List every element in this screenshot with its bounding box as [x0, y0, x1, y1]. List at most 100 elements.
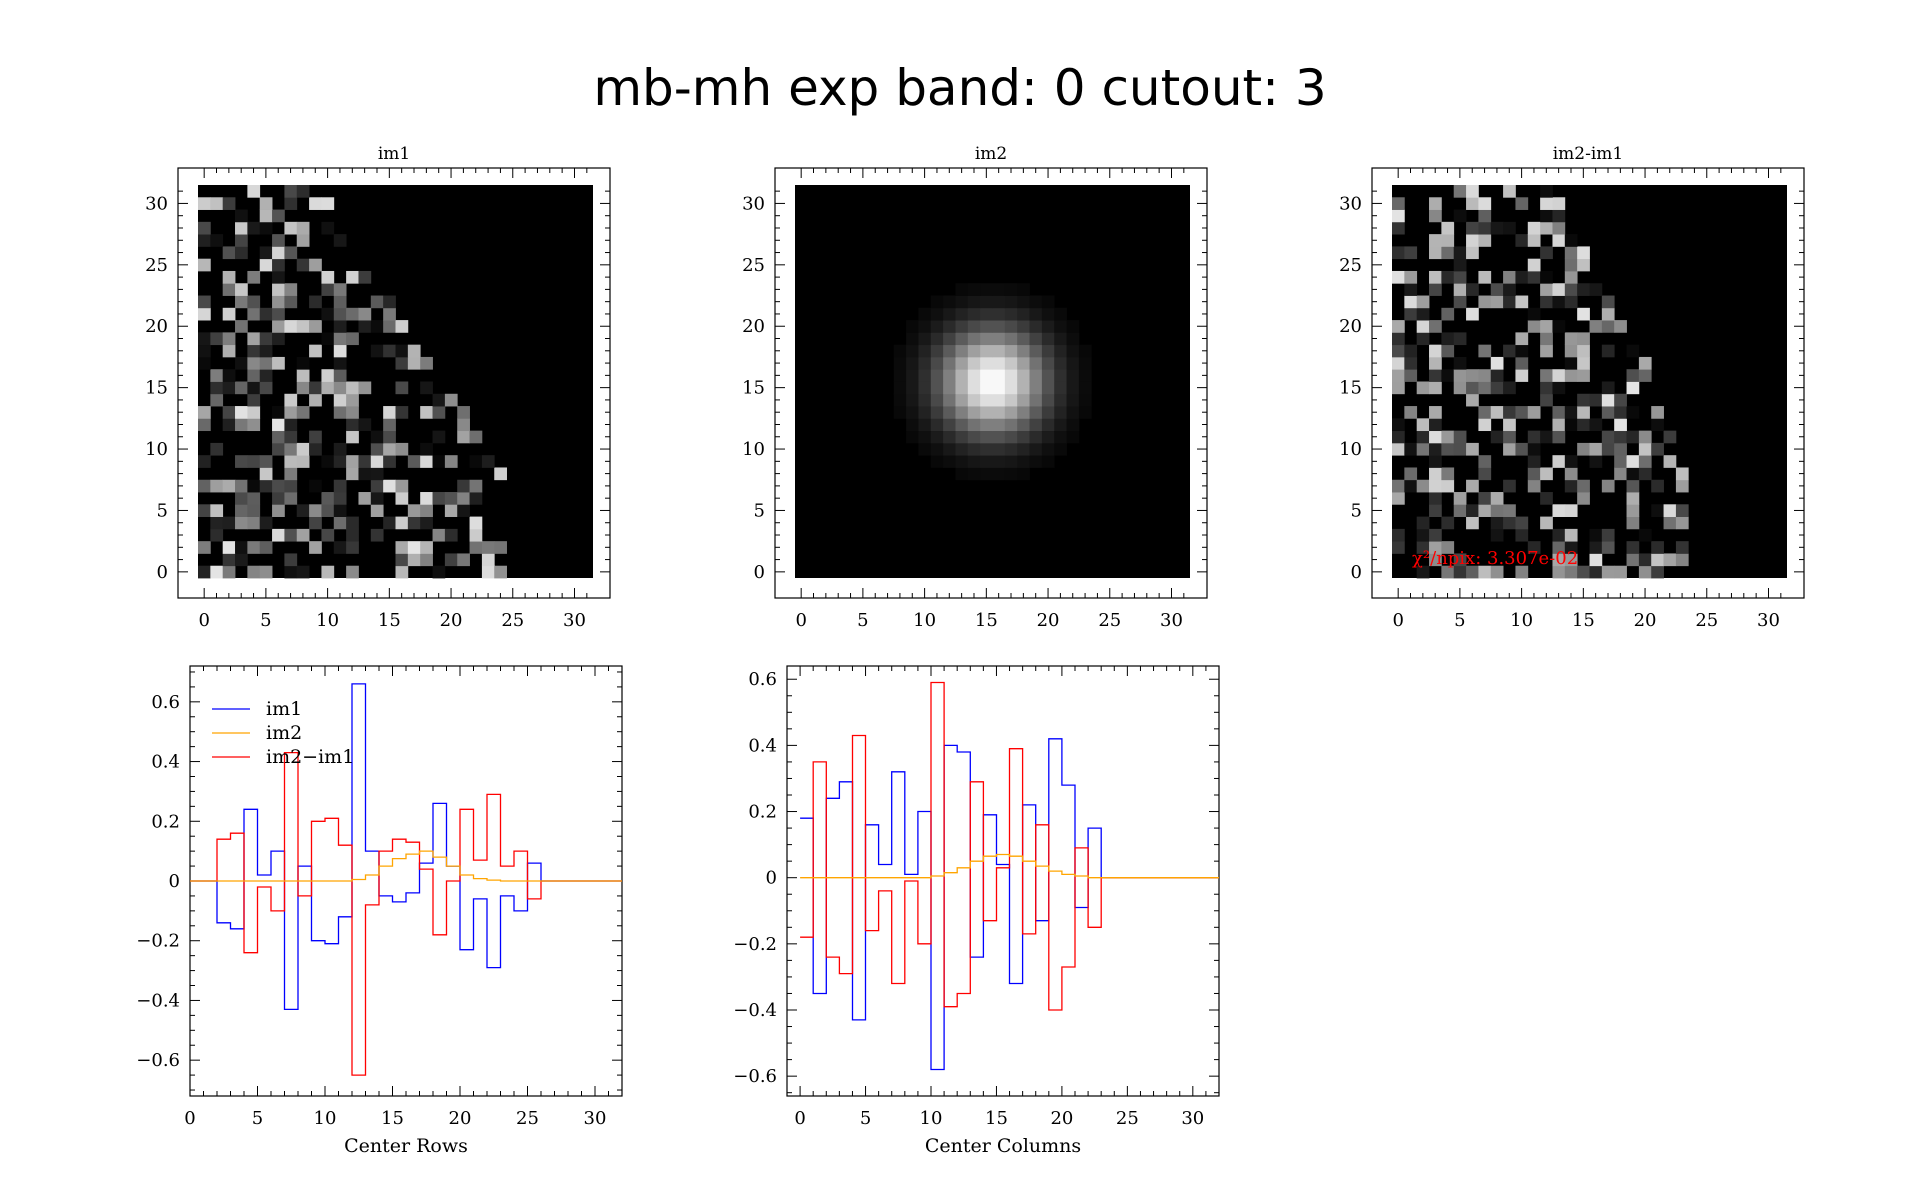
image-pixel	[1626, 406, 1640, 419]
x-tick-label: 0	[198, 610, 209, 631]
image-pixel	[906, 332, 919, 346]
image-pixel	[1429, 479, 1442, 493]
image-pixel	[469, 430, 483, 444]
image-pixel	[272, 270, 285, 284]
image-pixel	[992, 295, 1006, 309]
image-pixel	[395, 442, 409, 456]
image-pixel	[992, 320, 1006, 333]
image-pixel	[1503, 406, 1516, 419]
image-pixel	[259, 307, 273, 321]
image-pixel	[1675, 553, 1689, 567]
image-pixel	[1017, 295, 1030, 309]
image-pixel	[370, 430, 384, 444]
x-tick-label: 30	[563, 610, 586, 631]
image-pixel	[1466, 381, 1479, 395]
image-pixel	[1626, 455, 1640, 468]
image-pixel	[1441, 221, 1455, 235]
image-pixel	[1029, 356, 1043, 370]
image-pixel	[1429, 467, 1442, 481]
image-pixel	[420, 504, 433, 517]
image-pixel	[481, 541, 495, 554]
image-pixel	[198, 234, 211, 247]
image-pixel	[1490, 516, 1504, 530]
image-pixel	[1651, 504, 1664, 517]
image-pixel	[284, 430, 298, 444]
image-pixel	[1651, 553, 1664, 567]
image-pixel	[1054, 307, 1067, 321]
image-pixel	[1041, 307, 1055, 321]
y-tick-label: 15	[145, 378, 168, 399]
image-pixel	[1453, 504, 1467, 517]
image-pixel	[1404, 356, 1418, 370]
y-tick-label: 5	[754, 500, 765, 521]
image-pixel	[1515, 406, 1529, 419]
image-pixel	[1066, 393, 1080, 407]
x-tick-label: 25	[501, 610, 524, 631]
x-tick-label: 20	[1634, 610, 1657, 631]
image-pixel	[980, 430, 993, 444]
image-pixel	[247, 565, 261, 579]
image-pixel	[1029, 332, 1043, 346]
image-pixel	[420, 516, 433, 530]
image-pixel	[1441, 369, 1455, 382]
image-pixel	[1004, 455, 1018, 468]
image-pixel	[1017, 467, 1030, 481]
image-pixel	[1392, 356, 1405, 370]
image-pixel	[1392, 528, 1405, 542]
image-pixel	[918, 356, 932, 370]
y-tick-label: 0	[157, 562, 168, 583]
image-pixel	[247, 455, 261, 468]
image-pixel	[1017, 369, 1030, 382]
image-pixel	[309, 295, 322, 309]
image-pixel	[358, 467, 372, 481]
image-pixel	[296, 320, 310, 333]
image-pixel	[992, 393, 1006, 407]
image-pixel	[1466, 246, 1479, 260]
image-pixel	[1453, 295, 1467, 309]
image-pixel	[272, 406, 285, 419]
image-pixel	[1651, 565, 1664, 579]
image-pixel	[1416, 479, 1430, 493]
image-pixel	[469, 516, 483, 530]
image-pixel	[1589, 541, 1603, 554]
image-pixel	[259, 332, 273, 346]
image-pixel	[943, 307, 956, 321]
panel-frame	[1371, 167, 1805, 599]
image-pixel	[980, 418, 993, 432]
image-pixel	[980, 442, 993, 456]
image-pixel	[333, 406, 347, 419]
image-pixel	[1029, 418, 1043, 432]
image-pixel	[1404, 270, 1418, 284]
x-tick-label: 15	[381, 1108, 404, 1129]
image-pixel	[1404, 467, 1418, 481]
image-pixel	[1564, 369, 1578, 382]
image-pixel	[309, 258, 322, 272]
image-pixel	[918, 332, 932, 346]
image-pixel	[1478, 295, 1492, 309]
x-tick-label: 30	[1160, 610, 1183, 631]
image-pixel	[1552, 221, 1566, 235]
image-pixel	[1429, 344, 1442, 358]
image-pixel	[444, 393, 458, 407]
image-pixel	[210, 332, 224, 346]
image-pixel	[1540, 270, 1553, 284]
image-pixel	[1441, 307, 1455, 321]
image-pixel	[1564, 356, 1578, 370]
image-pixel	[1490, 356, 1504, 370]
image-pixel	[210, 516, 224, 530]
image-pixel	[210, 234, 224, 247]
image-pixel	[198, 332, 211, 346]
image-pixel	[967, 369, 981, 382]
y-tick-label: −0.6	[733, 1066, 777, 1087]
image-pixel	[309, 442, 322, 456]
image-pixel	[1453, 565, 1467, 579]
image-pixel	[296, 504, 310, 517]
image-pixel	[1552, 541, 1566, 554]
image-pixel	[1017, 442, 1030, 456]
image-pixel	[1029, 320, 1043, 333]
image-pixel	[1601, 406, 1615, 419]
image-pixel	[1066, 381, 1080, 395]
image-pixel	[1626, 381, 1640, 395]
image-pixel	[992, 418, 1006, 432]
image-pixel	[284, 406, 298, 419]
